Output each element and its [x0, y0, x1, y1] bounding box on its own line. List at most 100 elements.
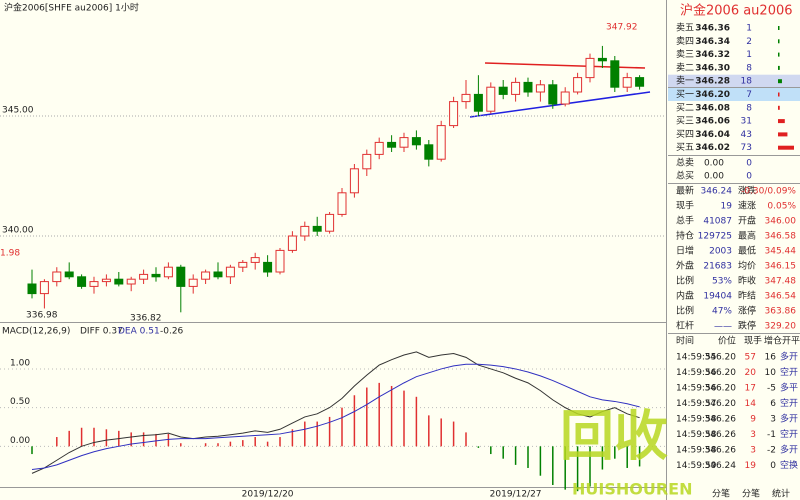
stat-cell: 杠杆 [676, 320, 694, 332]
stat-cell: 346.00 [765, 217, 797, 227]
candle-body [548, 84, 558, 105]
trade-cell: 多平 [780, 382, 798, 394]
trade-header: 时间 [676, 335, 694, 347]
book-volume: 73 [741, 143, 752, 153]
macd-label: DEA 0.51 [118, 327, 160, 337]
quote-title: 沪金2006 au2006 [680, 3, 793, 19]
total-cell: 0.00 [704, 172, 724, 182]
candle-body [151, 273, 161, 278]
candle-body [263, 261, 273, 273]
volume-bar [778, 39, 780, 44]
candle-body [374, 141, 384, 155]
candle-body [176, 266, 186, 287]
stat-cell: 速涨 [738, 201, 756, 212]
trade-cell: 346.20 [705, 368, 737, 378]
candle-body [424, 144, 434, 160]
total-cell: 0 [746, 159, 752, 169]
stat-cell: 47% [712, 307, 732, 317]
trade-cell: 14:59:57 [676, 399, 716, 409]
stat-cell: 21683 [703, 262, 732, 272]
tab[interactable]: 分笔 [742, 488, 760, 500]
volume-bar [778, 105, 780, 110]
candle-body [139, 273, 149, 280]
trade-cell: 14:59:56 [676, 384, 717, 394]
trade-cell: 17 [745, 384, 756, 394]
candle-body [535, 84, 545, 93]
macd-label: DIFF 0.37 [80, 327, 123, 337]
candle-body [523, 81, 533, 93]
watermark-sub: HUISHOUREN [572, 480, 692, 499]
trade-cell: 346.20 [705, 353, 737, 363]
book-label: 卖五 [676, 23, 694, 34]
trade-cell: 346.24 [705, 461, 737, 471]
trade-cell: 20 [745, 368, 757, 378]
trade-cell: 14:59:58 [676, 415, 717, 425]
trade-cell: 多开 [780, 413, 798, 425]
stat-cell: 比例 [676, 305, 694, 317]
y-tick-label: 1.00 [10, 358, 30, 368]
trade-cell: 多开 [780, 444, 798, 456]
candle-body [461, 93, 471, 103]
watermark: 回收 [560, 405, 668, 468]
book-volume: 18 [741, 77, 753, 87]
book-volume: 1 [746, 24, 752, 34]
candle-body [52, 271, 62, 283]
book-price: 346.32 [695, 50, 730, 60]
stat-cell: 329.20 [765, 322, 797, 332]
trade-cell: 多开 [780, 351, 798, 363]
stat-cell: 现手 [676, 200, 694, 212]
stat-cell: —— [714, 322, 732, 332]
trade-cell: -5 [767, 384, 776, 394]
macd-label: -0.26 [160, 327, 184, 337]
y-tick-label: 345.00 [2, 106, 34, 116]
trade-cell: 3 [770, 415, 776, 425]
stat-cell: 19 [721, 202, 733, 212]
book-price: 346.20 [695, 90, 730, 100]
candle-body [511, 81, 521, 95]
x-tick-label: 2019/12/20 [242, 490, 294, 500]
trade-cell: -1 [767, 430, 776, 440]
stat-cell: 346.58 [765, 232, 797, 242]
stat-cell: 跌停 [738, 320, 756, 332]
trade-cell: 346.20 [705, 384, 737, 394]
candle-body [411, 137, 421, 146]
trade-cell: 空开 [780, 428, 798, 440]
candle-body [635, 77, 645, 87]
trade-cell: 19 [745, 461, 757, 471]
trade-cell: 346.26 [705, 430, 737, 440]
candle-body [77, 276, 87, 287]
tab[interactable]: 统计 [772, 488, 790, 500]
total-cell: 0 [746, 172, 752, 182]
y-tick-label: 0.00 [10, 436, 30, 446]
candle-body [349, 168, 359, 194]
price-annotation: 336.82 [130, 314, 162, 324]
candle-body [287, 235, 297, 251]
stat-cell: 346.24 [701, 187, 733, 197]
y-tick-label: 0.50 [10, 397, 30, 407]
book-volume: 8 [746, 63, 752, 73]
row-highlight [668, 74, 800, 88]
candle-body [126, 278, 136, 285]
diff-line [31, 351, 640, 474]
trade-cell: 57 [745, 353, 756, 363]
stat-cell: 0.05% [767, 202, 796, 212]
candle-body [585, 57, 595, 79]
candle-body [163, 266, 173, 278]
chart-header: 沪金2006[SHFE au2006] 1小时 [4, 2, 139, 14]
price-annotation: 336.98 [26, 311, 58, 321]
candle-body [300, 225, 310, 237]
stat-cell: 最低 [738, 245, 756, 257]
book-price: 346.28 [695, 77, 730, 87]
book-label: 卖四 [676, 36, 694, 47]
book-label: 买五 [676, 142, 694, 153]
tab[interactable]: 分笔 [712, 488, 730, 500]
candle-body [325, 213, 335, 232]
trade-cell: 346.20 [705, 399, 737, 409]
book-label: 卖二 [676, 62, 694, 73]
candle-body [201, 271, 211, 280]
stat-cell: 346.54 [765, 292, 797, 302]
volume-bar [778, 119, 785, 124]
price-annotation: 1.98 [0, 249, 20, 259]
stat-cell: 最新 [676, 185, 694, 197]
candle-body [387, 141, 397, 148]
